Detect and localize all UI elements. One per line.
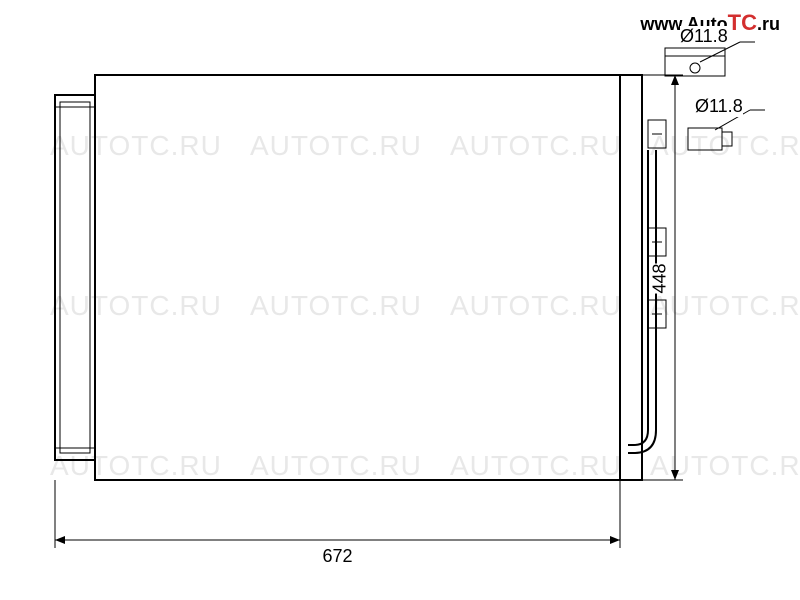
port1-diameter-label: Ø11.8	[680, 26, 728, 47]
technical-drawing	[0, 0, 800, 600]
dimension-height-label: 448	[650, 263, 671, 293]
port2-diameter-label: Ø11.8	[695, 96, 743, 117]
diagram-canvas: www.AutoTC.ru AUTOTC.RUAUTOTC.RUAUTOTC.R…	[0, 0, 800, 600]
dimension-width-label: 672	[323, 546, 353, 567]
